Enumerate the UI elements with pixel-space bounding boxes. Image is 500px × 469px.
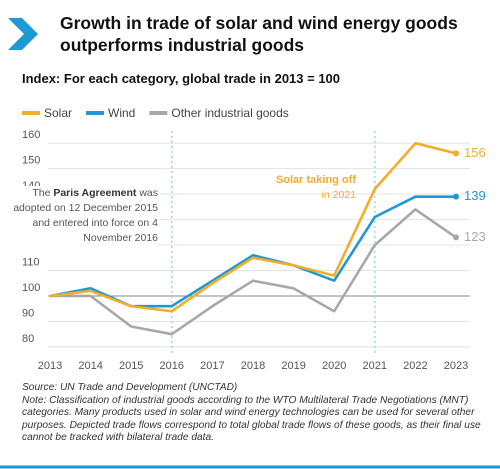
legend-label: Other industrial goods — [171, 106, 288, 120]
x-tick-label: 2013 — [38, 360, 62, 372]
y-tick-label: 90 — [22, 307, 34, 319]
y-tick-label: 100 — [22, 282, 40, 294]
x-tick-label: 2021 — [363, 360, 387, 372]
annotation-bold: Paris Agreement — [53, 187, 137, 199]
value-label: 123 — [464, 229, 486, 244]
annotation-text: was adopted on 12 December 2015 and ente… — [13, 187, 158, 244]
value-label: 156 — [464, 145, 486, 160]
end-point — [453, 234, 459, 241]
y-tick-label: 80 — [22, 333, 34, 345]
x-tick-label: 2014 — [78, 360, 102, 372]
series-line — [50, 208, 457, 336]
y-tick-label: 150 — [22, 155, 40, 167]
x-tick-label: 2020 — [322, 360, 346, 372]
end-point — [453, 150, 459, 157]
end-point — [453, 193, 459, 200]
chart-subtitle: Index: For each category, global trade i… — [22, 71, 341, 86]
value-label: 139 — [464, 188, 486, 203]
chevron-icon — [8, 18, 38, 50]
annotation-bold: Solar taking off — [276, 174, 356, 186]
note: Note: Classification of industrial goods… — [22, 394, 481, 444]
x-tick-label: 2018 — [241, 360, 265, 372]
x-tick-label: 2017 — [200, 360, 224, 372]
annotation-text: The — [32, 187, 54, 199]
footnote: Source: UN Trade and Development (UNCTAD… — [22, 382, 492, 445]
x-tick-label: 2023 — [444, 360, 468, 372]
series-line — [49, 141, 457, 313]
y-tick-label: 110 — [22, 256, 40, 268]
x-tick-label: 2022 — [403, 360, 427, 372]
legend-label: Solar — [44, 106, 72, 120]
chart-title: Growth in trade of solar and wind energy… — [60, 13, 458, 55]
x-tick-label: 2015 — [119, 360, 143, 372]
x-tick-label: 2019 — [281, 360, 305, 372]
annotation-text: in 2021 — [322, 189, 357, 201]
annotation: The Paris Agreement was adopted on 12 De… — [8, 186, 158, 246]
y-tick-label: 160 — [22, 129, 40, 141]
source: Source: UN Trade and Development (UNCTAD… — [22, 382, 238, 393]
legend-label: Wind — [108, 106, 135, 120]
x-tick-label: 2016 — [160, 360, 184, 372]
